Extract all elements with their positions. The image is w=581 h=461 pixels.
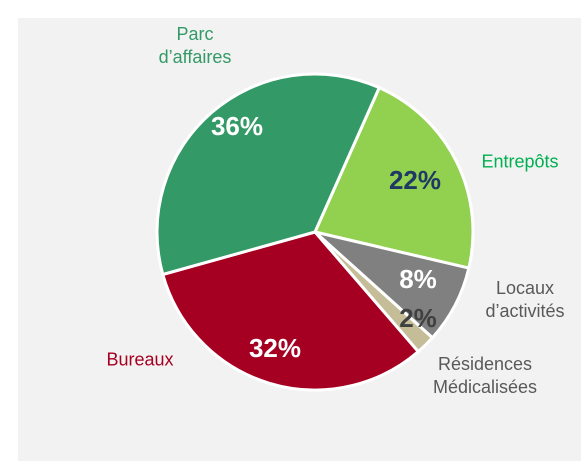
- category-label: Locaux d’activités: [485, 278, 565, 321]
- data-label: 32%: [249, 333, 301, 363]
- pie-slice: [155, 72, 382, 277]
- category-label: Bureaux: [106, 349, 174, 370]
- category-label: Entrepôts: [481, 151, 559, 172]
- category-label: Résidences Médicalisées: [432, 354, 538, 397]
- pie-slice: [160, 230, 421, 392]
- data-label: 22%: [389, 165, 441, 195]
- data-label: 2%: [399, 303, 437, 333]
- category-label: Parc d’affaires: [158, 24, 232, 67]
- data-label: 36%: [211, 111, 263, 141]
- data-label: 8%: [399, 264, 437, 294]
- pie-slice: [312, 85, 475, 270]
